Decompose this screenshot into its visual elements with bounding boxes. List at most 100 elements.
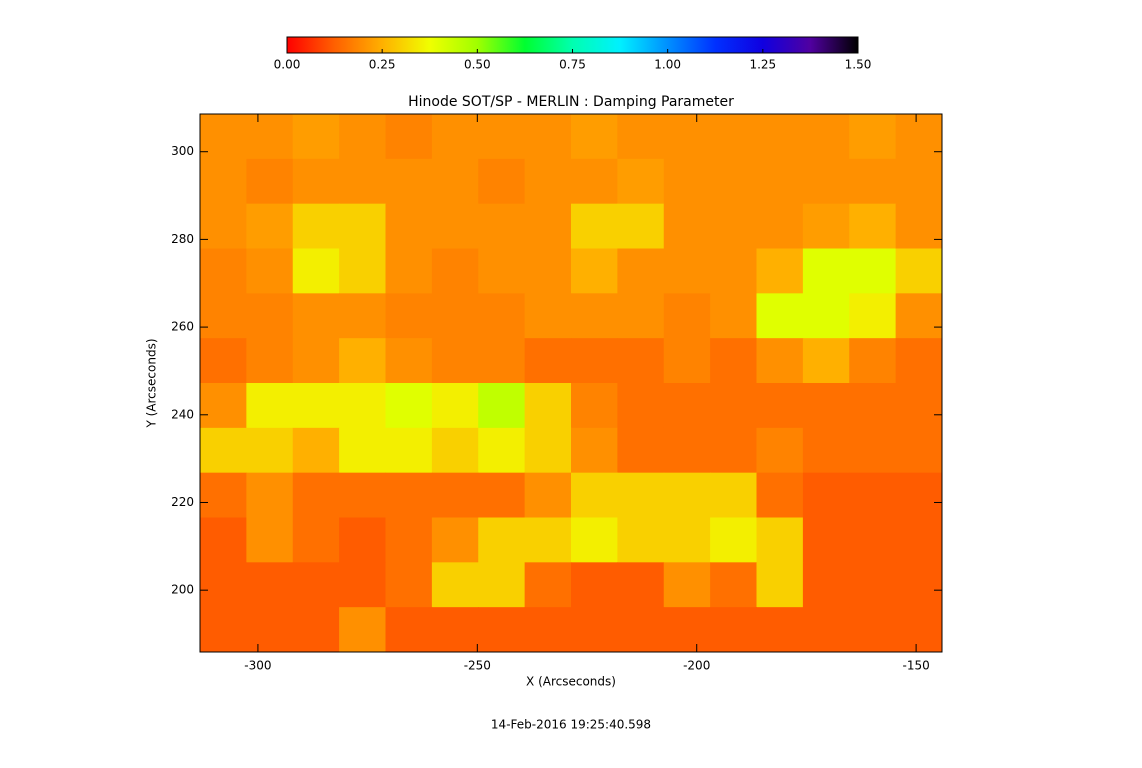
heatmap-cell — [339, 472, 386, 518]
heatmap-cell — [200, 293, 247, 339]
heatmap-cell — [292, 203, 340, 249]
heatmap-cell — [849, 383, 897, 429]
heatmap-cell — [478, 427, 526, 474]
heatmap-cell — [895, 427, 943, 474]
heatmap-cell — [431, 383, 479, 429]
heatmap-cell — [246, 383, 294, 429]
heatmap-cell — [710, 427, 757, 474]
heatmap-cell — [849, 427, 897, 474]
heatmap-cell — [617, 114, 665, 160]
heatmap-cell — [385, 472, 433, 518]
heatmap-cell — [710, 114, 757, 160]
heatmap-cell — [617, 338, 665, 384]
heatmap-cell — [895, 517, 943, 563]
heatmap-cell — [617, 427, 665, 474]
heatmap-cell — [524, 203, 572, 249]
colorbar-tick-label: 0.75 — [559, 58, 586, 72]
heatmap-cell — [339, 562, 386, 608]
heatmap-cell — [849, 114, 897, 160]
heatmap-cell — [339, 338, 386, 384]
heatmap-cell — [478, 248, 526, 294]
heatmap-cell — [895, 607, 943, 653]
heatmap-cell — [292, 427, 340, 474]
heatmap-cell — [524, 562, 572, 608]
heatmap-cell — [246, 607, 294, 653]
heatmap-cell — [200, 472, 247, 518]
chart-title: Hinode SOT/SP - MERLIN : Damping Paramet… — [408, 94, 734, 110]
heatmap-cell — [339, 114, 386, 160]
colorbar-tick-label: 0.00 — [274, 58, 301, 72]
x-axis-label: X (Arcseconds) — [526, 675, 616, 689]
heatmap-cell — [710, 293, 757, 339]
heatmap-cell — [849, 293, 897, 339]
x-tick-label: -150 — [902, 659, 929, 673]
heatmap-cell — [200, 203, 247, 249]
heatmap-cell — [756, 607, 804, 653]
heatmap-cell — [524, 607, 572, 653]
heatmap-cell — [617, 248, 665, 294]
heatmap-cell — [756, 158, 804, 205]
heatmap-cell — [292, 472, 340, 518]
heatmap-cell — [663, 158, 711, 205]
heatmap-cell — [802, 562, 850, 608]
heatmap-cell — [571, 427, 618, 474]
heatmap-cell — [524, 293, 572, 339]
heatmap-cell — [802, 427, 850, 474]
heatmap-cell — [385, 383, 433, 429]
y-tick-label: 300 — [171, 144, 194, 158]
heatmap-cell — [431, 114, 479, 160]
heatmap-cell — [895, 203, 943, 249]
heatmap-cell — [756, 517, 804, 563]
heatmap-cell — [431, 562, 479, 608]
y-tick-label: 200 — [171, 583, 194, 597]
heatmap-cell — [339, 383, 386, 429]
heatmap-cell — [339, 293, 386, 339]
heatmap-cell — [617, 383, 665, 429]
heatmap-cell — [663, 517, 711, 563]
heatmap-cell — [571, 338, 618, 384]
heatmap-cell — [431, 203, 479, 249]
heatmap-cell — [710, 562, 757, 608]
heatmap-cell — [802, 248, 850, 294]
y-tick-label: 220 — [171, 495, 194, 509]
heatmap-cell — [571, 248, 618, 294]
heatmap-cell — [710, 158, 757, 205]
heatmap-cell — [246, 338, 294, 384]
y-axis-label: Y (Arcseconds) — [145, 338, 159, 428]
heatmap-cell — [663, 293, 711, 339]
heatmap-cell — [246, 293, 294, 339]
heatmap-cell — [617, 517, 665, 563]
heatmap-cell — [756, 338, 804, 384]
heatmap-cell — [756, 427, 804, 474]
heatmap-cell — [571, 517, 618, 563]
heatmap-cell — [200, 562, 247, 608]
heatmap-cell — [663, 562, 711, 608]
heatmap-cell — [200, 517, 247, 563]
heatmap-cell — [385, 203, 433, 249]
heatmap-cell — [617, 203, 665, 249]
heatmap-cell — [895, 293, 943, 339]
heatmap-cell — [756, 472, 804, 518]
heatmap-cell — [385, 427, 433, 474]
heatmap-cell — [663, 203, 711, 249]
heatmap-cell — [292, 248, 340, 294]
heatmap-cell — [200, 248, 247, 294]
heatmap-cell — [663, 427, 711, 474]
x-tick-label: -250 — [464, 659, 491, 673]
x-tick-label: -200 — [683, 659, 710, 673]
heatmap-cell — [849, 517, 897, 563]
heatmap-cell — [292, 607, 340, 653]
heatmap-cell — [478, 562, 526, 608]
heatmap-cell — [524, 338, 572, 384]
heatmap-cell — [246, 114, 294, 160]
heatmap-cell — [292, 562, 340, 608]
heatmap-cell — [524, 158, 572, 205]
heatmap-cell — [478, 517, 526, 563]
heatmap-cell — [246, 248, 294, 294]
heatmap-cell — [849, 562, 897, 608]
heatmap-cell — [710, 607, 757, 653]
heatmap-cell — [895, 248, 943, 294]
heatmap-cell — [246, 562, 294, 608]
heatmap-cell — [478, 607, 526, 653]
heatmap-cell — [339, 427, 386, 474]
